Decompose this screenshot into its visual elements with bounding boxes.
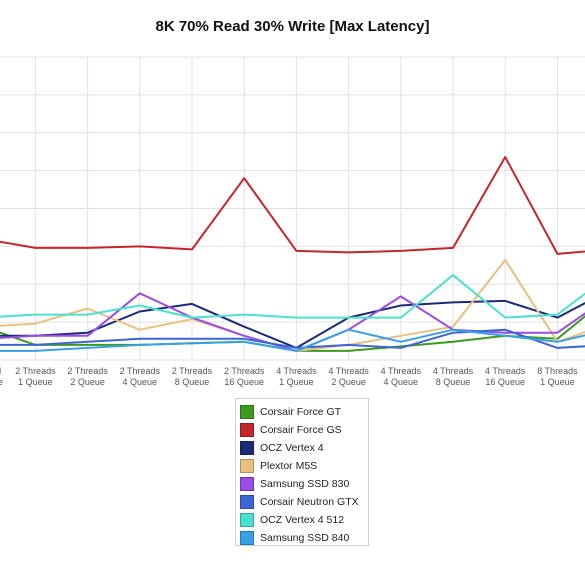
chart-legend: Corsair Force GT Corsair Force GS OCZ Vert…	[235, 398, 369, 546]
x-tick-label: 4 Threads 16 Queue	[485, 366, 526, 387]
x-tick-label: 8 Threads 1 Queue	[537, 366, 578, 387]
legend-label: Samsung SSD 830	[260, 478, 350, 490]
legend-item: Corsair Force GS	[240, 422, 342, 438]
legend-item: Corsair Force GT	[240, 404, 341, 420]
x-tick-label: 2 Threads 1 Queue	[15, 366, 56, 387]
series-lines	[0, 156, 585, 352]
x-tick-label: 4 Threads 2 Queue	[328, 366, 369, 387]
legend-swatch	[240, 477, 254, 491]
legend-label: Corsair Force GT	[260, 406, 342, 418]
series-line-ocz-vertex-4-512	[0, 274, 585, 319]
x-tick-label: 2 Threads 8 Queue	[172, 366, 213, 387]
legend-item: Samsung SSD 830	[240, 476, 349, 492]
series-line-ocz-vertex-4	[0, 299, 585, 349]
legend-label: OCZ Vertex 4	[260, 442, 324, 454]
legend-item: Samsung SSD 840	[240, 530, 349, 546]
legend-swatch	[240, 405, 254, 419]
legend-label: Corsair Neutron GTX	[260, 496, 359, 508]
legend-item: Plextor M5S	[240, 458, 317, 474]
legend-item: OCZ Vertex 4	[240, 440, 324, 456]
series-line-corsair-force-gs	[0, 156, 585, 255]
series-line-samsung-ssd-840	[0, 328, 585, 352]
legend-swatch	[240, 459, 254, 473]
legend-label: Plextor M5S	[260, 460, 318, 472]
x-tick-label: 4 Threads 4 Queue	[381, 366, 422, 387]
legend-item: OCZ Vertex 4 512	[240, 512, 344, 528]
legend-swatch	[240, 441, 254, 455]
legend-label: Samsung SSD 840	[260, 532, 350, 544]
series-line-plextor-m5s	[0, 259, 585, 352]
x-tick-label: 1 Thread16 Queue	[0, 366, 3, 387]
x-tick-label: 2 Threads 16 Queue	[224, 366, 265, 387]
legend-swatch	[240, 513, 254, 527]
legend-item: Corsair Neutron GTX	[240, 494, 359, 510]
legend-label: OCZ Vertex 4 512	[260, 514, 345, 526]
series-line-corsair-neutron-gtx	[0, 328, 585, 349]
x-tick-label: 2 Threads 2 Queue	[67, 366, 108, 387]
legend-swatch	[240, 495, 254, 509]
x-tick-label: 2 Threads 4 Queue	[120, 366, 161, 387]
x-tick-label: 4 Threads 8 Queue	[433, 366, 474, 387]
chart-title: 8K 70% Read 30% Write [Max Latency]	[155, 18, 430, 35]
legend-label: Corsair Force GS	[260, 424, 342, 436]
x-tick-label: 4 Threads 1 Queue	[276, 366, 317, 387]
legend-swatch	[240, 531, 254, 545]
legend-swatch	[240, 423, 254, 437]
